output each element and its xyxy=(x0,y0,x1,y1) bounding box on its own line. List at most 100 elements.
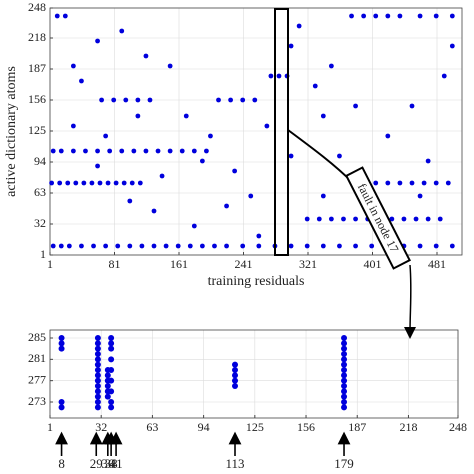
point xyxy=(373,180,379,186)
point xyxy=(417,13,423,19)
point xyxy=(320,193,326,199)
connector-arrow xyxy=(404,264,417,339)
point xyxy=(113,180,119,186)
point xyxy=(50,148,56,154)
point xyxy=(204,148,209,154)
point xyxy=(121,180,127,186)
point xyxy=(417,193,423,199)
point xyxy=(151,208,157,214)
point xyxy=(103,133,109,139)
point xyxy=(108,340,115,347)
point xyxy=(417,243,423,249)
point xyxy=(94,367,101,373)
arrow-label: 41 xyxy=(110,456,123,471)
point xyxy=(341,393,348,400)
point xyxy=(409,180,415,186)
x-tick-label: 81 xyxy=(109,257,121,271)
point xyxy=(353,216,358,222)
point xyxy=(224,203,229,209)
x-tick-label: 187 xyxy=(348,420,366,434)
point xyxy=(425,216,431,222)
arrow-label: 36 xyxy=(101,456,115,471)
point xyxy=(137,180,143,186)
point xyxy=(369,243,375,249)
point xyxy=(441,73,447,79)
point xyxy=(240,243,246,249)
point xyxy=(58,345,65,352)
y-tick-label: 277 xyxy=(28,372,46,386)
point xyxy=(95,148,100,154)
point xyxy=(143,53,149,59)
point xyxy=(191,148,197,154)
point xyxy=(341,361,348,368)
point xyxy=(385,13,391,19)
y-tick-label: 125 xyxy=(28,123,46,137)
point xyxy=(94,340,101,347)
point xyxy=(199,243,205,249)
x-tick-label: 125 xyxy=(246,420,264,434)
point xyxy=(62,13,68,19)
arrow-label: 179 xyxy=(334,456,354,471)
point xyxy=(191,223,197,229)
point xyxy=(79,78,84,84)
point xyxy=(58,243,64,249)
point xyxy=(228,97,234,103)
point xyxy=(373,13,379,19)
point xyxy=(437,216,443,222)
point xyxy=(81,180,87,186)
x-tick-label: 156 xyxy=(297,420,315,434)
point xyxy=(94,345,101,352)
x-tick-label: 1 xyxy=(47,257,53,271)
point xyxy=(276,73,282,79)
point xyxy=(449,43,455,49)
point xyxy=(320,243,326,249)
point xyxy=(361,13,367,19)
point xyxy=(94,393,101,400)
point xyxy=(341,367,348,373)
point xyxy=(288,153,294,159)
x-tick-label: 1 xyxy=(47,420,53,434)
annotation-box xyxy=(345,166,411,270)
annotation: fault in node 17 xyxy=(355,181,402,255)
point xyxy=(353,103,358,109)
point xyxy=(58,340,65,347)
x-tick-label: 321 xyxy=(299,257,317,271)
point xyxy=(94,335,101,341)
point xyxy=(385,180,391,186)
point xyxy=(57,180,63,186)
point xyxy=(94,383,101,389)
point xyxy=(155,148,161,154)
point xyxy=(232,168,238,174)
point xyxy=(94,361,101,368)
point xyxy=(167,63,173,69)
highlight-box xyxy=(274,8,289,256)
point xyxy=(421,180,427,186)
y-tick-label: 281 xyxy=(28,351,46,365)
point xyxy=(58,404,65,411)
point xyxy=(328,216,334,222)
y-tick-label: 273 xyxy=(28,394,46,408)
point xyxy=(341,377,348,384)
point xyxy=(413,216,419,222)
point xyxy=(268,73,274,79)
point xyxy=(108,388,115,395)
point xyxy=(127,198,133,204)
point xyxy=(89,180,95,186)
point xyxy=(50,243,56,249)
arrow-label: 38 xyxy=(105,456,118,471)
point xyxy=(99,97,105,103)
point xyxy=(97,180,103,186)
y-tick-label: 1 xyxy=(40,247,46,261)
point xyxy=(401,216,407,222)
point xyxy=(341,216,346,222)
point xyxy=(159,173,165,179)
point xyxy=(349,13,354,19)
point xyxy=(119,148,125,154)
arrow-label: 113 xyxy=(225,456,244,471)
point xyxy=(167,148,173,154)
y-tick-label: 156 xyxy=(28,92,46,106)
point xyxy=(119,28,125,34)
point xyxy=(445,180,451,186)
point xyxy=(83,148,88,154)
point xyxy=(337,243,342,249)
